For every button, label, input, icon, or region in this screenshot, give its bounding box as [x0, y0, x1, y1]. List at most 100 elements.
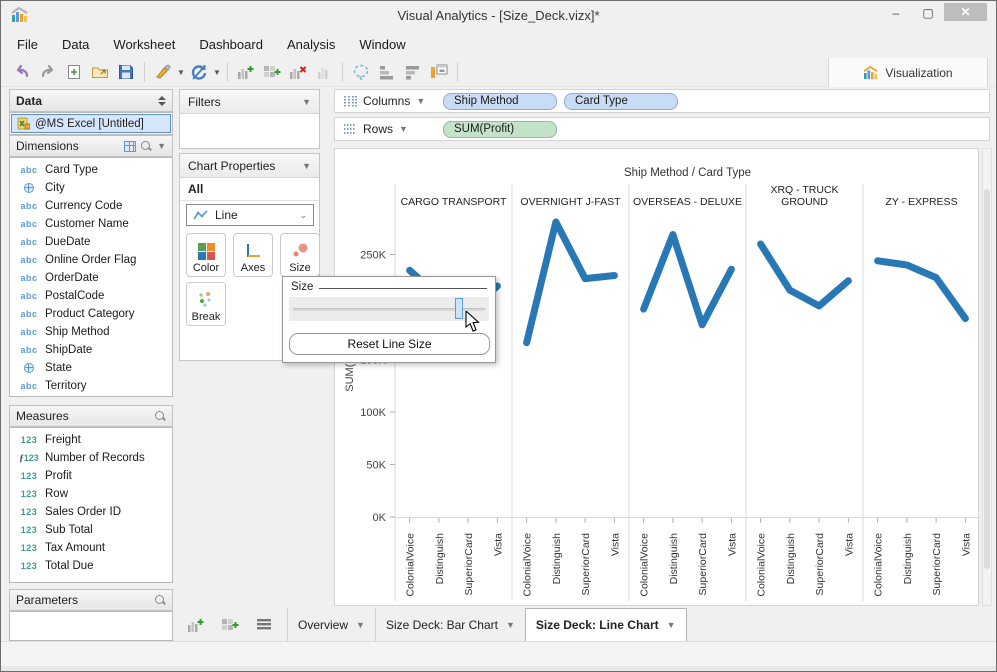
field-item[interactable]: abc Product Category	[10, 305, 172, 323]
field-item[interactable]: abc Ship Method	[10, 323, 172, 341]
field-label: Currency Code	[45, 200, 123, 212]
rows-shelf: Rows ▼ SUM(Profit)	[334, 117, 990, 141]
calculated-number-field-icon: ƒ123	[19, 453, 39, 463]
measures-list: 123 Freight ƒ123 Number of Records 123 Profit…	[9, 427, 173, 583]
field-item[interactable]: 123 Freight	[10, 431, 172, 449]
dimensions-search-icon[interactable]	[141, 140, 152, 152]
rows-caret-icon[interactable]: ▼	[399, 124, 408, 134]
break-button[interactable]: Break	[186, 282, 226, 326]
refresh-icon[interactable]	[187, 61, 211, 83]
visualization-icon	[863, 65, 879, 79]
filters-caret-icon[interactable]: ▼	[302, 96, 311, 107]
svg-text:SuperiorCard: SuperiorCard	[463, 533, 475, 596]
menu-item-data[interactable]: Data	[61, 37, 90, 52]
reset-line-size-button[interactable]: Reset Line Size	[289, 333, 490, 355]
field-item[interactable]: 123 Tax Amount	[10, 539, 172, 557]
new-worksheet-icon[interactable]	[184, 614, 208, 636]
open-icon[interactable]	[88, 61, 112, 83]
delete-sheet-icon[interactable]	[286, 61, 310, 83]
field-item[interactable]: abc DueDate	[10, 233, 172, 251]
field-item[interactable]: abc Territory	[10, 377, 172, 395]
sort-descending-icon[interactable]	[401, 61, 425, 83]
color-icon	[197, 240, 215, 262]
sheet-tab-caret-icon[interactable]: ▼	[505, 619, 515, 630]
svg-text:Distinguish: Distinguish	[785, 533, 797, 585]
sheet-list-icon[interactable]	[252, 614, 276, 636]
visualization-toggle[interactable]: Visualization	[828, 58, 988, 87]
toolbar-caret-icon[interactable]: ▼	[177, 67, 185, 77]
minimize-button[interactable]: –	[892, 6, 900, 20]
menu-item-file[interactable]: File	[17, 37, 38, 52]
size-popup-title: Size	[291, 281, 320, 293]
field-item[interactable]: City	[10, 179, 172, 197]
color-button[interactable]: Color	[186, 233, 226, 277]
size-slider-track[interactable]	[293, 308, 485, 311]
field-item[interactable]: 123 Row	[10, 485, 172, 503]
chart-vertical-scrollbar[interactable]	[982, 148, 992, 606]
field-label: Online Order Flag	[45, 254, 137, 266]
close-button[interactable]: ✕	[944, 3, 987, 21]
axes-button[interactable]: Axes	[233, 233, 273, 277]
string-field-icon: abc	[20, 309, 38, 319]
fit-view-icon[interactable]	[427, 61, 451, 83]
sheet-tab[interactable]: Size Deck: Bar Chart ▼	[374, 608, 525, 641]
svg-text:Vista: Vista	[492, 533, 504, 556]
field-item[interactable]: State	[10, 359, 172, 377]
columns-caret-icon[interactable]: ▼	[416, 96, 426, 106]
data-source-icon[interactable]	[151, 61, 175, 83]
data-panel-sort-icon[interactable]	[158, 95, 166, 106]
field-item[interactable]: abc Card Type	[10, 161, 172, 179]
field-item[interactable]: abc PostalCode	[10, 287, 172, 305]
dimensions-menu-caret-icon[interactable]: ▼	[157, 141, 166, 151]
view-data-icon[interactable]	[124, 140, 137, 152]
shelf-pill[interactable]: Ship Method	[443, 92, 557, 110]
field-label: Total Due	[45, 560, 94, 572]
size-button[interactable]: Size	[280, 233, 320, 277]
parameters-search-icon[interactable]	[155, 594, 166, 606]
sort-ascending-icon[interactable]	[375, 61, 399, 83]
field-item[interactable]: abc OrderDate	[10, 269, 172, 287]
field-item[interactable]: 123 Total Due	[10, 557, 172, 575]
menu-item-dashboard[interactable]: Dashboard	[199, 37, 263, 52]
duplicate-sheet-icon[interactable]	[312, 61, 336, 83]
string-field-icon: abc	[20, 219, 38, 229]
menu-item-analysis[interactable]: Analysis	[286, 37, 336, 52]
sheet-tab[interactable]: Overview ▼	[287, 608, 375, 641]
field-item[interactable]: 123 Sales Order ID	[10, 503, 172, 521]
field-item[interactable]: abc Customer Name	[10, 215, 172, 233]
add-dashboard-icon[interactable]	[260, 61, 284, 83]
undo-icon[interactable]	[10, 61, 34, 83]
redo-icon[interactable]	[36, 61, 60, 83]
field-item[interactable]: abc Online Order Flag	[10, 251, 172, 269]
field-item[interactable]: ƒ123 Number of Records	[10, 449, 172, 467]
chart-area[interactable]: Ship Method / Card Type 0K50K100K150K200…	[334, 148, 980, 606]
scrollbar-thumb[interactable]	[984, 189, 990, 569]
field-item[interactable]: abc ShipDate	[10, 341, 172, 359]
new-workbook-icon[interactable]	[62, 61, 86, 83]
mark-type-select[interactable]: Line ⌄	[186, 204, 314, 226]
chart-properties-caret-icon[interactable]: ▼	[302, 160, 311, 171]
field-item[interactable]: abc Currency Code	[10, 197, 172, 215]
field-item[interactable]: 123 Profit	[10, 467, 172, 485]
size-slider[interactable]	[289, 297, 489, 321]
menu-item-window[interactable]: Window	[359, 37, 406, 52]
save-icon[interactable]	[114, 61, 138, 83]
menu-item-worksheet[interactable]: Worksheet	[113, 37, 176, 52]
toolbar-caret-icon[interactable]: ▼	[213, 67, 221, 77]
maximize-button[interactable]: ▢	[922, 6, 934, 20]
chart-title: Ship Method / Card Type	[624, 167, 751, 179]
sheet-tab[interactable]: Size Deck: Line Chart ▼	[524, 608, 687, 641]
field-item[interactable]: 123 Sub Total	[10, 521, 172, 539]
lasso-icon[interactable]	[349, 61, 373, 83]
add-worksheet-icon[interactable]	[234, 61, 258, 83]
axes-button-label: Axes	[240, 262, 266, 274]
new-dashboard-icon[interactable]	[218, 614, 242, 636]
sheet-tab-caret-icon[interactable]: ▼	[666, 620, 676, 630]
measures-search-icon[interactable]	[155, 410, 166, 422]
filters-title: Filters	[188, 94, 221, 109]
sheet-tab-caret-icon[interactable]: ▼	[356, 619, 365, 630]
size-slider-thumb[interactable]	[455, 298, 463, 319]
data-connection-item[interactable]: @MS Excel [Untitled]	[11, 114, 171, 133]
shelf-pill[interactable]: SUM(Profit)	[443, 120, 557, 138]
shelf-pill[interactable]: Card Type	[564, 92, 678, 110]
